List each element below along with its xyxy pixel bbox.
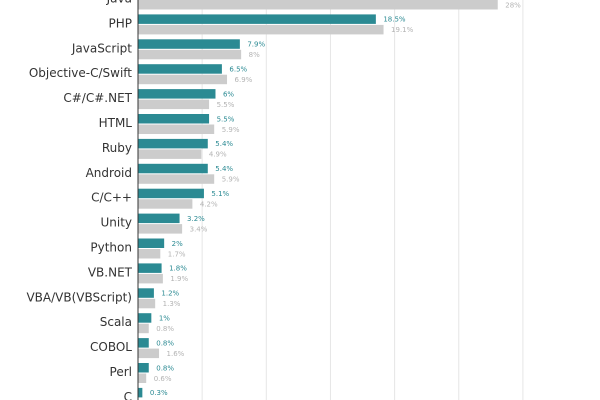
- value-label: 6%: [223, 90, 234, 98]
- category-label: VB.NET: [88, 265, 133, 279]
- bar-series-1: [138, 163, 208, 174]
- category-label: C#/C#.NET: [63, 91, 132, 105]
- bars: [138, 0, 498, 398]
- bar-series-1: [138, 39, 240, 49]
- bar-series-1: [138, 363, 149, 373]
- category-label: Scala: [100, 315, 132, 329]
- bar-series-1: [138, 89, 216, 99]
- bar-series-1: [138, 387, 143, 398]
- bar-series-2: [138, 298, 156, 309]
- value-label: 2%: [172, 240, 183, 248]
- value-label: 1.9%: [170, 275, 188, 283]
- bar-series-1: [138, 213, 180, 224]
- bar-series-2: [138, 323, 149, 334]
- value-label: 4.2%: [200, 200, 218, 208]
- bar-series-2: [138, 149, 202, 159]
- bar-series-1: [138, 338, 149, 348]
- value-label: 4.9%: [209, 151, 227, 159]
- category-label: C/C++: [91, 191, 132, 205]
- bar-series-2: [138, 273, 163, 284]
- bar-series-2: [138, 0, 498, 10]
- value-label: 0.8%: [156, 339, 174, 347]
- value-label: 0.6%: [154, 375, 172, 383]
- value-label: 1.8%: [169, 265, 187, 273]
- bar-series-2: [138, 124, 215, 134]
- category-label: PHP: [109, 16, 133, 30]
- value-label: 7.9%: [247, 41, 265, 49]
- bar-series-1: [138, 14, 376, 24]
- bar-series-1: [138, 313, 152, 323]
- bar-series-1: [138, 188, 204, 199]
- value-label: 5.9%: [222, 126, 240, 134]
- category-label: Ruby: [102, 141, 132, 155]
- category-label: Android: [86, 166, 132, 180]
- category-label: Python: [90, 241, 132, 255]
- category-label: C: [124, 390, 132, 400]
- bar-series-2: [138, 348, 160, 359]
- value-label: 1%: [159, 314, 170, 322]
- category-label: VBA/VB(VBScript): [26, 290, 132, 304]
- value-labels: 28% 18.5% 19.1% 7.9% 8%6.5% 6.9%6% 5.5% 5.5% 5.9…: [150, 1, 521, 397]
- value-label: 5.4%: [215, 140, 233, 148]
- value-label: 5.5%: [217, 101, 235, 109]
- category-labels: Java PHP JavaScript Objective-C/Swift C#/C#.…: [26, 0, 132, 400]
- bar-series-2: [138, 224, 183, 234]
- bar-series-1: [138, 64, 222, 74]
- value-label: 3.4%: [190, 225, 208, 233]
- category-label: HTML: [99, 116, 133, 130]
- bar-series-1: [138, 263, 162, 273]
- value-label: 19.1%: [391, 26, 414, 34]
- value-label: 8%: [249, 51, 260, 59]
- category-label: Objective-C/Swift: [29, 66, 132, 80]
- category-label: Perl: [110, 365, 132, 379]
- category-label: COBOL: [90, 340, 132, 354]
- bar-series-1: [138, 238, 165, 248]
- category-label: Java: [106, 0, 132, 6]
- value-label: 18.5%: [383, 16, 406, 24]
- value-label: 3.2%: [187, 215, 205, 223]
- bar-series-2: [138, 199, 193, 209]
- bar-series-2: [138, 99, 210, 110]
- value-label: 1.7%: [168, 250, 186, 258]
- value-label: 5.1%: [211, 190, 229, 198]
- bar-series-2: [138, 49, 242, 60]
- grid-lines: [201, 0, 524, 400]
- value-label: 0.3%: [150, 389, 168, 397]
- category-label: JavaScript: [71, 41, 132, 55]
- value-label: 28%: [505, 1, 521, 9]
- value-label: 5.5%: [217, 115, 235, 123]
- value-label: 1.2%: [161, 290, 179, 298]
- value-label: 6.5%: [229, 65, 247, 73]
- category-label: Unity: [100, 216, 132, 230]
- value-label: 1.6%: [167, 350, 185, 358]
- value-label: 6.9%: [235, 76, 253, 84]
- bar-series-2: [138, 373, 147, 383]
- value-label: 1.3%: [163, 300, 181, 308]
- value-label: 5.4%: [215, 165, 233, 173]
- bar-series-1: [138, 288, 154, 298]
- bar-series-2: [138, 249, 161, 259]
- value-label: 5.9%: [222, 176, 240, 184]
- bar-series-1: [138, 114, 210, 124]
- bar-series-2: [138, 174, 215, 184]
- bar-series-2: [138, 24, 384, 35]
- value-label: 0.8%: [156, 364, 174, 372]
- bar-series-2: [138, 74, 228, 85]
- value-label: 0.8%: [156, 325, 174, 333]
- bar-series-1: [138, 138, 208, 149]
